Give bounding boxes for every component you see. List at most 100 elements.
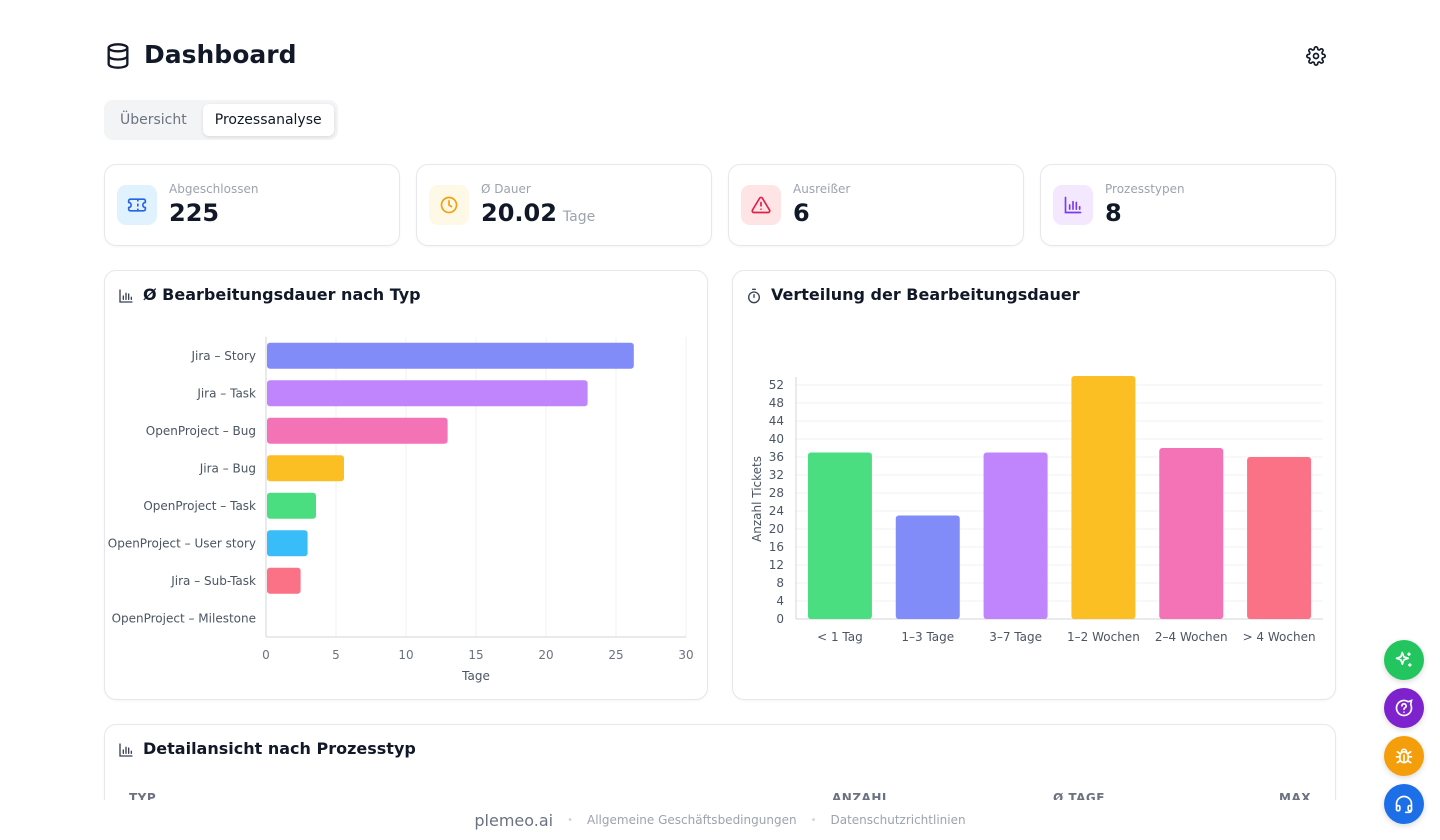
y-tick-label: Jira – Bug: [199, 461, 256, 475]
x-tick-label: < 1 Tag: [817, 630, 863, 644]
footer-separator: •: [810, 814, 817, 826]
bar: [267, 380, 588, 407]
bar: [895, 515, 960, 619]
duration-bar-chart: 0 5 10 15 20 25 30 Jira – Story Jira – Task OpenP…: [108, 337, 694, 683]
stat-value: 6: [793, 199, 810, 227]
x-tick-label: 3–7 Tage: [989, 630, 1042, 644]
bar: [267, 492, 316, 519]
y-tick-label: 20: [769, 522, 784, 536]
y-tick-label: 44: [769, 414, 784, 428]
stat-label: Abgeschlossen: [169, 182, 259, 196]
x-tick-label: 1–3 Tage: [901, 630, 954, 644]
y-tick-label: 52: [769, 378, 784, 392]
help-button[interactable]: [1384, 688, 1424, 728]
stopwatch-icon: [748, 288, 760, 304]
y-tick-label: 4: [776, 594, 784, 608]
card-title: Verteilung der Bearbeitungsdauer: [771, 285, 1080, 304]
bug-report-button[interactable]: [1384, 736, 1424, 776]
stat-unit: Tage: [562, 209, 596, 225]
y-tick-label: 32: [769, 468, 784, 482]
x-tick-label: 0: [262, 648, 270, 662]
stat-value: 20.02 Tage: [481, 199, 596, 227]
stat-label: Ausreißer: [793, 182, 851, 196]
bar: [1071, 376, 1136, 619]
footer-brand[interactable]: plemeo.ai: [474, 810, 554, 830]
x-tick-label: > 4 Wochen: [1243, 630, 1316, 644]
bar: [983, 452, 1048, 619]
bar: [267, 567, 301, 594]
stat-cards: Abgeschlossen 225 Ø Dauer 20.02 Tage Ausr…: [104, 164, 1336, 246]
x-tick-label: 10: [398, 648, 413, 662]
gear-icon[interactable]: [1306, 46, 1326, 66]
y-tick-label: 16: [769, 540, 784, 554]
support-button[interactable]: [1384, 784, 1424, 824]
bar-chart-icon: [119, 743, 133, 757]
y-tick-label: 0: [776, 612, 784, 626]
sparkle-icon: [1395, 651, 1412, 667]
bar-chart-icon: [1053, 185, 1093, 225]
x-tick-label: 5: [332, 648, 340, 662]
clock-icon: [429, 185, 469, 225]
y-tick-label: 8: [776, 576, 784, 590]
y-tick-label: OpenProject – Bug: [146, 424, 256, 438]
headset-icon: [1395, 795, 1413, 814]
stat-label: Prozesstypen: [1105, 182, 1185, 196]
tab-overview[interactable]: Übersicht: [120, 112, 187, 128]
bar: [267, 530, 308, 557]
y-tick-label: 28: [769, 486, 784, 500]
x-tick-label: 2–4 Wochen: [1155, 630, 1228, 644]
bar: [267, 342, 634, 369]
y-tick-label: 36: [769, 450, 784, 464]
warning-icon: [741, 185, 781, 225]
y-tick-label: 24: [769, 504, 784, 518]
y-tick-label: Jira – Sub-Task: [170, 574, 256, 588]
x-tick-label: 15: [468, 648, 483, 662]
page-title: Dashboard: [144, 40, 297, 69]
stat-card-outliers: Ausreißer 6: [728, 164, 1024, 246]
x-tick-label: 20: [538, 648, 553, 662]
bug-icon: [1395, 748, 1413, 764]
card-title: Detailansicht nach Prozesstyp: [143, 739, 416, 758]
bar: [267, 417, 448, 444]
y-tick-label: Jira – Story: [191, 349, 257, 363]
stat-card-avg-duration: Ø Dauer 20.02 Tage: [416, 164, 712, 246]
footer-link-terms[interactable]: Allgemeine Geschäftsbedingungen: [587, 813, 797, 827]
stat-card-completed: Abgeschlossen 225: [104, 164, 400, 246]
y-tick-label: OpenProject – Task: [143, 499, 256, 513]
footer-separator: •: [567, 814, 574, 826]
y-tick-label: 40: [769, 432, 784, 446]
x-axis-label: Tage: [461, 669, 490, 683]
duration-distribution-card: Verteilung der Bearbeitungsdauer 0 4 8 12 16…: [732, 270, 1336, 700]
y-tick-label: Jira – Task: [196, 386, 256, 400]
bar: [1159, 448, 1224, 619]
tab-process-analysis[interactable]: Prozessanalyse: [202, 104, 334, 136]
database-icon: [107, 43, 129, 69]
bar: [1247, 457, 1312, 619]
ai-assistant-button[interactable]: [1384, 640, 1424, 680]
y-tick-label: 12: [769, 558, 784, 572]
y-tick-label: OpenProject – Milestone: [112, 611, 256, 625]
help-chat-icon: [1395, 699, 1413, 717]
tab-bar: Übersicht Prozessanalyse: [104, 100, 338, 140]
bar-chart-icon: [119, 289, 133, 303]
stat-label: Ø Dauer: [481, 182, 531, 196]
x-tick-label: 30: [678, 648, 693, 662]
stat-value: 225: [169, 199, 220, 227]
stat-card-process-types: Prozesstypen 8: [1040, 164, 1336, 246]
ticket-icon: [117, 185, 157, 225]
y-axis-label: Anzahl Tickets: [750, 456, 764, 542]
duration-by-type-card: Ø Bearbeitungsdauer nach Typ 0 5 10 15 20 25 3…: [104, 270, 708, 700]
y-tick-label: OpenProject – User story: [108, 536, 256, 550]
footer: plemeo.ai • Allgemeine Geschäftsbedingun…: [0, 800, 1440, 840]
x-tick-label: 25: [608, 648, 623, 662]
card-title: Ø Bearbeitungsdauer nach Typ: [143, 285, 421, 304]
stat-value: 8: [1105, 199, 1122, 227]
footer-link-privacy[interactable]: Datenschutzrichtlinien: [830, 813, 966, 827]
bar: [267, 455, 344, 482]
bar: [807, 452, 872, 619]
header: Dashboard: [104, 38, 1336, 74]
x-tick-label: 1–2 Wochen: [1067, 630, 1140, 644]
y-tick-label: 48: [769, 396, 784, 410]
